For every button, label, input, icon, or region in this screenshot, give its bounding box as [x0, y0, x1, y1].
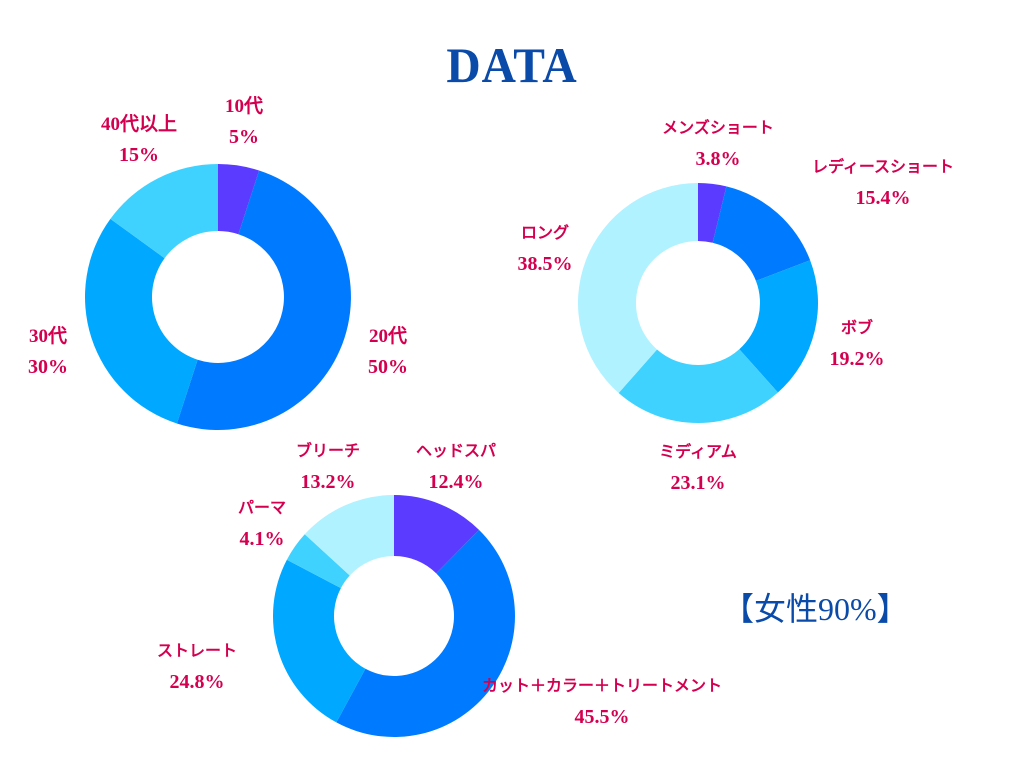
slice-label-long: ロング 38.5% — [517, 225, 573, 275]
slice-label-bob: ボブ 19.2% — [829, 320, 885, 370]
donut-slice-2 — [739, 260, 818, 393]
slice-label-perm: パーマ 4.1% — [237, 500, 287, 550]
donut-slice-3 — [286, 534, 350, 589]
donut-slice-1 — [336, 529, 516, 738]
slice-label-10s: 10代 5% — [224, 96, 264, 148]
female-ratio-note: 【女性90%】 — [722, 591, 909, 627]
slice-label-head-spa: ヘッドスパ 12.4% — [415, 443, 497, 493]
hairstyle-donut-chart — [578, 183, 818, 423]
slice-label-cut-color-treatment: カット＋カラー＋トリートメント 45.5% — [481, 678, 723, 728]
donut-slice-2 — [84, 218, 198, 424]
donut-slice-0 — [394, 495, 480, 574]
age-donut-chart — [84, 164, 351, 430]
slice-label-30s: 30代 30% — [28, 326, 68, 378]
slice-label-40s-plus: 40代以上 15% — [100, 114, 178, 166]
donut-slice-3 — [110, 164, 218, 259]
menu-donut-chart — [273, 495, 516, 738]
donut-slice-2 — [273, 559, 366, 723]
donut-slice-1 — [176, 170, 351, 430]
slice-label-20s: 20代 50% — [368, 326, 408, 378]
donut-slice-1 — [712, 186, 811, 281]
donut-slice-3 — [618, 349, 778, 423]
slice-label-bleach: ブリーチ 13.2% — [295, 443, 361, 493]
donut-slice-4 — [578, 183, 698, 394]
donut-slice-0 — [698, 183, 727, 243]
slice-label-medium: ミディアム 23.1% — [659, 444, 737, 494]
page-title: DATA — [446, 37, 578, 93]
slice-label-mens-short: メンズショート 3.8% — [662, 120, 774, 170]
donut-slice-4 — [304, 495, 394, 576]
slice-label-ladies-short: レディースショート 15.4% — [811, 159, 955, 209]
slice-label-straight: ストレート 24.8% — [156, 643, 238, 693]
donut-slice-0 — [218, 164, 260, 235]
